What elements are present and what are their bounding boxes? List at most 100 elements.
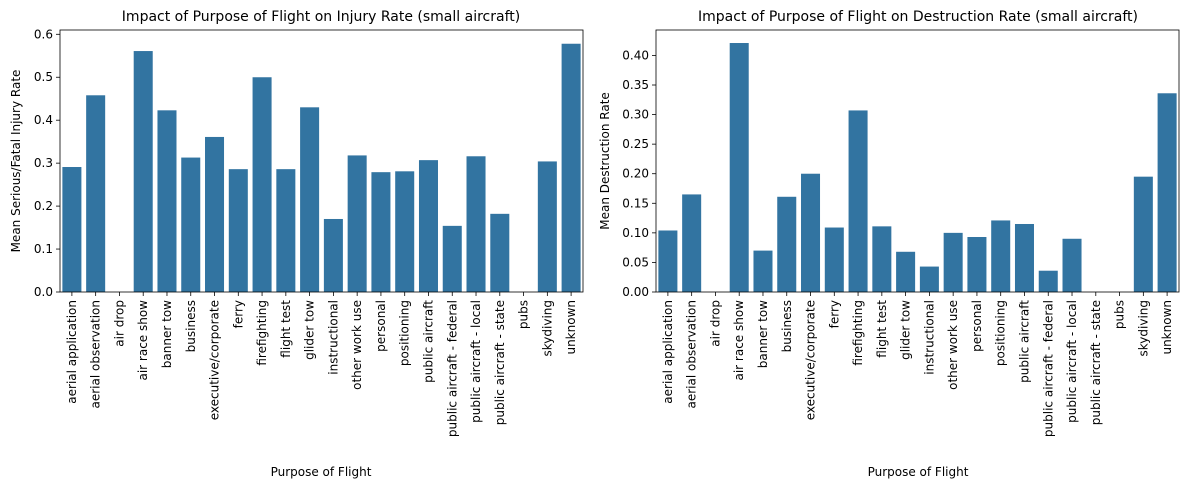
x-tick-label: flight test <box>875 300 889 358</box>
bar <box>418 160 438 292</box>
bar <box>490 213 510 292</box>
y-tick-label: 0.00 <box>622 285 649 299</box>
y-tick-label: 0.1 <box>34 242 53 256</box>
bar <box>323 218 343 292</box>
y-axis-label: Mean Serious/Fatal Injury Rate <box>9 70 23 253</box>
bar <box>872 226 892 292</box>
bar <box>442 225 462 292</box>
bar <box>300 107 320 292</box>
bar <box>919 266 939 292</box>
x-tick-label: unknown <box>564 300 578 355</box>
x-tick-label: public aircraft <box>421 300 435 383</box>
x-tick-label: pubs <box>1113 300 1127 329</box>
bar <box>62 167 82 292</box>
bar <box>466 156 486 292</box>
x-tick-label: skydiving <box>540 300 554 356</box>
x-tick-label: firefighting <box>255 300 269 366</box>
bar <box>777 196 797 292</box>
bar <box>276 169 296 292</box>
chart-title: Impact of Purpose of Flight on Destructi… <box>698 9 1138 25</box>
bar <box>991 220 1011 292</box>
destruction-rate-chart: Impact of Purpose of Flight on Destructi… <box>598 9 1180 479</box>
bar <box>537 161 557 292</box>
bar <box>943 232 963 292</box>
bar <box>228 169 248 292</box>
bar <box>157 110 177 292</box>
bar <box>395 171 415 292</box>
x-tick-label: aerial observation <box>685 300 699 408</box>
bar <box>658 230 678 292</box>
bar <box>753 250 773 292</box>
injury-rate-chart: Impact of Purpose of Flight on Injury Ra… <box>9 9 584 479</box>
x-tick-label: air drop <box>708 300 722 347</box>
y-tick-label: 0.25 <box>622 137 649 151</box>
axes-frame <box>59 29 584 293</box>
x-tick-label: public aircraft - state <box>493 300 507 425</box>
x-tick-label: business <box>184 300 198 352</box>
bar <box>205 136 225 292</box>
x-tick-label: glider tow <box>899 300 913 360</box>
x-axis-label: Purpose of Flight <box>271 465 372 479</box>
x-tick-label: firefighting <box>851 300 865 366</box>
bar <box>561 43 581 292</box>
x-tick-label: aerial observation <box>89 300 103 408</box>
bar <box>252 77 272 292</box>
bar <box>371 172 391 292</box>
y-tick-label: 0.4 <box>34 113 53 127</box>
axes-frame <box>655 29 1180 293</box>
bar <box>824 227 844 292</box>
x-tick-label: ferry <box>827 300 841 328</box>
y-tick-label: 0.10 <box>622 226 649 240</box>
x-tick-label: public aircraft - federal <box>1041 300 1055 437</box>
x-tick-label: public aircraft - local <box>1065 300 1079 423</box>
bar <box>86 95 106 292</box>
x-tick-label: positioning <box>994 300 1008 366</box>
bar <box>1133 176 1153 292</box>
bar <box>181 157 201 292</box>
x-tick-label: air race show <box>732 300 746 381</box>
x-tick-label: personal <box>970 300 984 352</box>
x-tick-label: other work use <box>350 300 364 390</box>
x-tick-label: public aircraft <box>1017 300 1031 383</box>
x-tick-label: skydiving <box>1136 300 1150 356</box>
bar <box>1157 93 1177 292</box>
x-tick-label: personal <box>374 300 388 352</box>
bar <box>1062 238 1082 292</box>
plot-area: 0.0 0.1 0.2 0.3 0.4 0.5 0.6 aerial application a… <box>34 27 584 437</box>
y-tick-label: 0.30 <box>622 108 649 122</box>
x-tick-label: ferry <box>231 300 245 328</box>
y-tick-label: 0.3 <box>34 156 53 170</box>
x-tick-label: aerial application <box>65 300 79 404</box>
bar <box>1014 223 1034 292</box>
x-tick-label: public aircraft - local <box>469 300 483 423</box>
x-tick-label: instructional <box>326 300 340 375</box>
y-tick-label: 0.2 <box>34 199 53 213</box>
bar <box>347 155 367 292</box>
x-tick-label: air race show <box>136 300 150 381</box>
bar <box>967 237 987 292</box>
x-tick-label: executive/corporate <box>208 300 222 420</box>
x-tick-label: public aircraft - state <box>1089 300 1103 425</box>
y-tick-label: 0.35 <box>622 78 649 92</box>
x-tick-label: glider tow <box>303 300 317 360</box>
x-tick-label: other work use <box>946 300 960 390</box>
x-tick-label: executive/corporate <box>804 300 818 420</box>
x-tick-label: public aircraft - federal <box>445 300 459 437</box>
x-tick-label: positioning <box>398 300 412 366</box>
plot-area: 0.00 0.05 0.10 0.15 0.20 0.25 0.30 0.35 0.40 aeri… <box>622 29 1180 437</box>
x-axis-label: Purpose of Flight <box>868 465 969 479</box>
y-tick-label: 0.0 <box>34 285 53 299</box>
bar <box>848 110 868 293</box>
x-tick-label: unknown <box>1160 300 1174 355</box>
y-tick-label: 0.5 <box>34 70 53 84</box>
y-tick-label: 0.20 <box>622 167 649 181</box>
bar <box>729 43 749 293</box>
bar <box>682 194 702 292</box>
y-tick-label: 0.40 <box>622 48 649 62</box>
x-tick-label: instructional <box>922 300 936 375</box>
x-tick-label: flight test <box>279 300 293 358</box>
bar <box>896 251 916 292</box>
x-tick-label: air drop <box>112 300 126 347</box>
bar <box>801 173 821 292</box>
